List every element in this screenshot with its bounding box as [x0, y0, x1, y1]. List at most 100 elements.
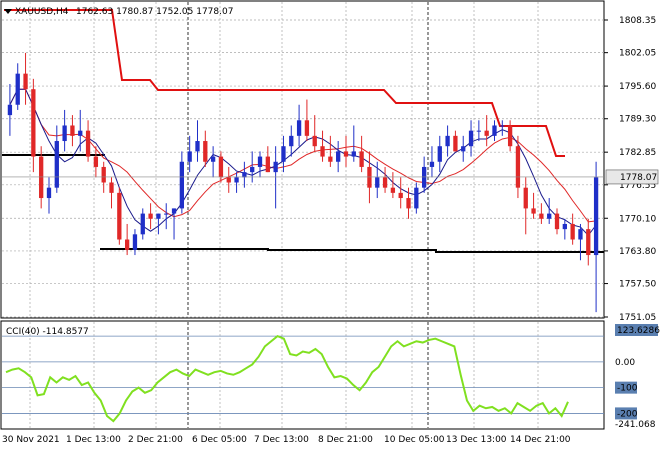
candle-body: [62, 125, 67, 142]
candle-body: [289, 135, 294, 147]
candles: [7, 52, 599, 313]
candle-body: [124, 239, 130, 250]
candle-body: [210, 156, 216, 162]
candle-body: [273, 161, 278, 173]
candle-body: [54, 141, 59, 188]
cci-axis-label: 0.00: [615, 358, 635, 368]
time-tick-label: 14 Dec 21:00: [510, 435, 571, 445]
candle-body: [382, 177, 388, 188]
price-tick-label: 1757.50: [619, 280, 656, 290]
candle-body: [351, 151, 356, 157]
current-price-tag: [605, 169, 659, 185]
cci-axis-tag: [615, 324, 658, 336]
candle-body: [15, 73, 20, 105]
candle-body: [336, 151, 341, 162]
price-tick-label: 1776.55: [619, 181, 656, 191]
candle-body: [406, 198, 411, 209]
candle-body: [453, 135, 458, 152]
candle-body: [109, 182, 114, 193]
cci-axis-tag: [615, 407, 637, 420]
fast-ma-line: [9, 88, 597, 237]
price-tick-label: 1789.30: [619, 115, 656, 125]
candle-body: [367, 166, 372, 188]
candle-body: [7, 104, 13, 116]
time-tick-label: 10 Dec 05:00: [384, 435, 445, 445]
candle-body: [507, 125, 513, 147]
current-price-label: 1778.07: [620, 173, 657, 183]
candle-body: [234, 177, 239, 183]
candle-body: [320, 146, 325, 157]
candle-body: [523, 187, 528, 209]
candle-body: [578, 229, 583, 240]
time-tick-label: 1 Dec 13:00: [66, 435, 121, 445]
candle-body: [93, 156, 99, 167]
candle-body: [312, 135, 317, 147]
candle-body: [257, 156, 263, 167]
candle-body: [445, 135, 450, 147]
candle-body: [148, 213, 153, 219]
price-tick-label: 1751.05: [619, 313, 656, 323]
candle-body: [375, 177, 380, 188]
candle-body: [461, 146, 466, 152]
cci-axis-label: -100: [617, 384, 638, 394]
candle-body: [171, 208, 177, 214]
price-tick-label: 1763.80: [619, 247, 656, 257]
candle-body: [437, 146, 442, 162]
candle-body: [31, 89, 36, 157]
candle-body: [500, 125, 505, 127]
cci-line: [5, 334, 569, 423]
main-panel: [0, 0, 605, 319]
candle-body: [593, 177, 599, 256]
symbol-header: XAUUSD,H4: [15, 7, 69, 17]
time-tick-label: 13 Dec 13:00: [446, 435, 507, 445]
cci-indicator: 123.6286 0.00 -100 -200-241.068: [2, 324, 660, 430]
candle-body: [218, 156, 224, 178]
candle-body: [328, 156, 333, 162]
candle-body: [484, 130, 489, 136]
candle-body: [242, 172, 247, 178]
candle-body: [156, 213, 161, 219]
candle-body: [265, 156, 270, 173]
price-tick-label: 1795.60: [619, 82, 656, 92]
candle-body: [117, 192, 122, 240]
support-line-lower: [100, 248, 604, 253]
time-tick-label: 8 Dec 21:00: [318, 435, 373, 445]
price-tick-label: 1770.10: [619, 214, 656, 224]
resistance-line: [4, 9, 565, 157]
candle-body: [531, 208, 536, 214]
price-axis: 1808.35 1802.05 1795.60 1789.30 1782.85 1776.…: [2, 16, 659, 323]
candle-body: [476, 130, 482, 132]
candle-body: [539, 213, 544, 219]
candle-body: [296, 120, 302, 136]
candle-body: [343, 151, 349, 157]
cci-axis-label: -241.068: [615, 420, 656, 430]
candle-body: [140, 213, 145, 235]
candle-body: [78, 130, 83, 136]
time-axis: 30 Nov 2021 1 Dec 13:00 2 Dec 21:00 6 Dec 0…: [2, 435, 571, 445]
candle-body: [492, 125, 497, 136]
candle-body: [586, 229, 591, 256]
candle-body: [421, 166, 427, 188]
cci-axis-label: -200: [617, 409, 638, 419]
candle-body: [468, 130, 474, 147]
candle-body: [398, 192, 403, 199]
candle-body: [85, 130, 91, 157]
candle-body: [226, 177, 231, 183]
moving-averages: [9, 88, 597, 237]
time-tick-label: 2 Dec 21:00: [128, 435, 183, 445]
collapse-triangle-icon[interactable]: [4, 9, 12, 14]
candle-body: [70, 125, 75, 136]
candle-body: [547, 213, 552, 219]
candle-body: [390, 187, 396, 193]
candle-body: [554, 213, 560, 230]
time-tick-label: 30 Nov 2021: [2, 435, 60, 445]
candle-body: [39, 156, 44, 199]
candle-body: [414, 187, 419, 209]
candle-body: [515, 146, 521, 188]
candle-body: [562, 223, 567, 230]
candle-body: [281, 146, 286, 162]
candle-body: [304, 120, 310, 136]
cci-axis-tag: [615, 381, 637, 394]
candle-body: [132, 234, 138, 250]
